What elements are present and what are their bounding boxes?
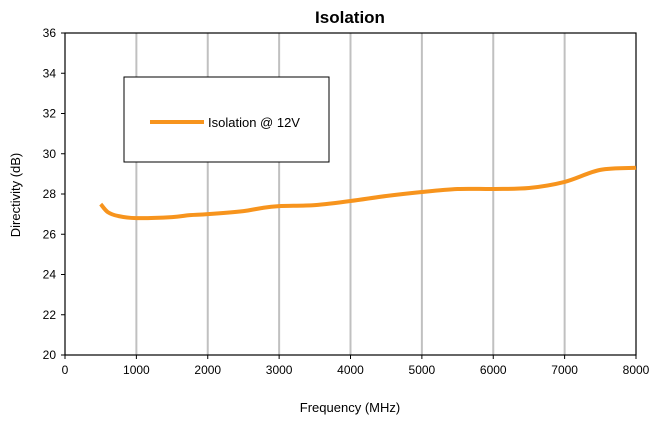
- series-line: [99, 165, 637, 221]
- x-tick-label: 7000: [551, 363, 578, 377]
- legend-box: [123, 76, 330, 163]
- x-tick-label: 4000: [337, 363, 364, 377]
- y-tick-label: 24: [43, 268, 57, 282]
- series-layer: [99, 165, 637, 221]
- axis-ticks: 0 1000 2000 3000 4000 5000 6000 7000 8000 20 22 24 2…: [43, 26, 650, 377]
- chart-title: Isolation: [315, 8, 385, 27]
- x-tick-label: 3000: [266, 363, 293, 377]
- y-tick-label: 36: [43, 26, 57, 40]
- y-tick-label: 32: [43, 107, 57, 121]
- y-tick-label: 22: [43, 308, 57, 322]
- x-tick-label: 8000: [623, 363, 650, 377]
- x-tick-label: 2000: [194, 363, 221, 377]
- x-tick-label: 0: [62, 363, 69, 377]
- legend: Isolation @ 12V: [123, 76, 330, 163]
- x-axis-title: Frequency (MHz): [300, 400, 400, 415]
- y-tick-label: 34: [43, 66, 57, 80]
- y-tick-label: 20: [43, 348, 57, 362]
- x-tick-label: 5000: [409, 363, 436, 377]
- y-tick-label: 28: [43, 187, 57, 201]
- x-tick-label: 1000: [123, 363, 150, 377]
- x-tick-label: 6000: [480, 363, 507, 377]
- y-tick-label: 30: [43, 147, 57, 161]
- legend-label: Isolation @ 12V: [208, 115, 300, 130]
- y-axis-title: Directivity (dB): [8, 153, 23, 238]
- y-tick-label: 26: [43, 227, 57, 241]
